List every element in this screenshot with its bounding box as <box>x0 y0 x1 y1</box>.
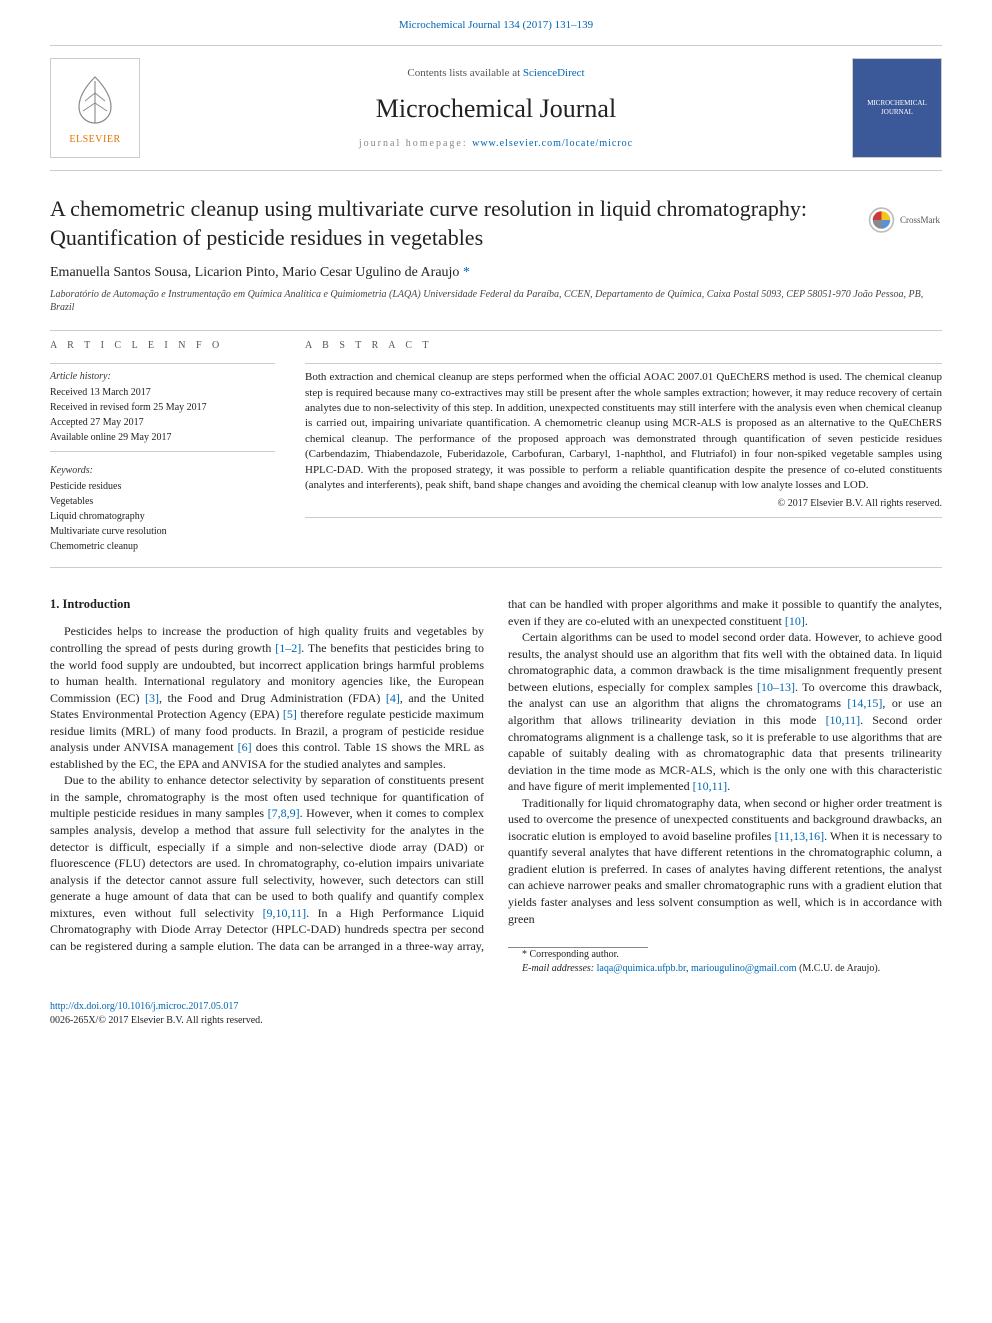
footnote-block: * Corresponding author. E-mail addresses… <box>508 947 942 976</box>
ref-link[interactable]: [9,10,11] <box>263 906 307 920</box>
ref-link[interactable]: [14,15] <box>847 696 882 710</box>
keyword-item: Vegetables <box>50 495 275 509</box>
crossmark-label: CrossMark <box>900 214 940 227</box>
sciencedirect-link[interactable]: ScienceDirect <box>523 67 585 79</box>
authors: Emanuella Santos Sousa, Licarion Pinto, … <box>50 263 942 283</box>
keyword-item: Liquid chromatography <box>50 510 275 524</box>
ref-link[interactable]: [5] <box>283 707 297 721</box>
ref-link[interactable]: [6] <box>238 740 252 754</box>
email-link[interactable]: mariougulino@gmail.com <box>691 963 797 974</box>
article-info-column: A R T I C L E I N F O Article history: R… <box>50 339 275 555</box>
history-label: Article history: <box>50 370 275 384</box>
email-line: E-mail addresses: laqa@quimica.ufpb.br, … <box>508 962 942 976</box>
publisher-name: ELSEVIER <box>69 133 120 147</box>
abstract-body: Both extraction and chemical cleanup are… <box>305 370 942 493</box>
keyword-item: Pesticide residues <box>50 480 275 494</box>
page-footer: http://dx.doi.org/10.1016/j.microc.2017.… <box>50 1000 942 1028</box>
cover-line2: JOURNAL <box>867 108 927 117</box>
info-abstract-row: A R T I C L E I N F O Article history: R… <box>50 339 942 555</box>
available-date: Available online 29 May 2017 <box>50 431 275 445</box>
header-center: Contents lists available at ScienceDirec… <box>158 66 834 152</box>
journal-citation: Microchemical Journal 134 (2017) 131–139 <box>0 0 992 45</box>
journal-header: ELSEVIER Contents lists available at Sci… <box>50 45 942 171</box>
abstract-column: A B S T R A C T Both extraction and chem… <box>305 339 942 555</box>
ref-link[interactable]: [10–13] <box>757 680 795 694</box>
abstract-divider-bottom <box>305 517 942 518</box>
divider-top <box>50 330 942 331</box>
email-link[interactable]: laqa@quimica.ufpb.br <box>597 963 686 974</box>
keywords-label: Keywords: <box>50 464 275 478</box>
publisher-logo: ELSEVIER <box>50 58 140 158</box>
corresponding-author-note: * Corresponding author. <box>508 948 942 962</box>
received-date: Received 13 March 2017 <box>50 386 275 400</box>
ref-link[interactable]: [1–2] <box>275 641 301 655</box>
journal-cover: MICROCHEMICAL JOURNAL <box>852 58 942 158</box>
affiliation: Laboratório de Automação e Instrumentaçã… <box>50 288 942 314</box>
abstract-heading: A B S T R A C T <box>305 339 942 353</box>
paragraph: Certain algorithms can be used to model … <box>508 629 942 794</box>
homepage-link[interactable]: www.elsevier.com/locate/microc <box>472 138 633 149</box>
paragraph: Traditionally for liquid chromatography … <box>508 795 942 927</box>
ref-link[interactable]: [7,8,9] <box>268 806 300 820</box>
keyword-item: Chemometric cleanup <box>50 540 275 554</box>
issn-copyright: 0026-265X/© 2017 Elsevier B.V. All right… <box>50 1014 942 1028</box>
divider-bottom <box>50 567 942 568</box>
crossmark-icon <box>868 203 895 237</box>
ref-link[interactable]: [11,13,16] <box>775 829 825 843</box>
accepted-date: Accepted 27 May 2017 <box>50 416 275 430</box>
abstract-copyright: © 2017 Elsevier B.V. All rights reserved… <box>305 497 942 511</box>
section-heading: 1. Introduction <box>50 596 484 613</box>
article-info-heading: A R T I C L E I N F O <box>50 339 275 353</box>
ref-link[interactable]: [10] <box>785 614 805 628</box>
ref-link[interactable]: [3] <box>145 691 159 705</box>
article-title: A chemometric cleanup using multivariate… <box>50 195 852 252</box>
authors-list: Emanuella Santos Sousa, Licarion Pinto, … <box>50 265 463 280</box>
info-divider-1 <box>50 363 275 364</box>
doi-link[interactable]: http://dx.doi.org/10.1016/j.microc.2017.… <box>50 1001 238 1012</box>
journal-homepage: journal homepage: www.elsevier.com/locat… <box>158 137 834 151</box>
journal-name: Microchemical Journal <box>158 91 834 127</box>
journal-citation-link[interactable]: Microchemical Journal 134 (2017) 131–139 <box>399 19 593 31</box>
homepage-prefix: journal homepage: <box>359 138 472 149</box>
crossmark-badge[interactable]: CrossMark <box>866 199 942 241</box>
corresponding-marker: * <box>463 265 470 280</box>
ref-link[interactable]: [10,11] <box>826 713 861 727</box>
tree-icon <box>65 69 125 129</box>
abstract-divider <box>305 363 942 364</box>
contents-line: Contents lists available at ScienceDirec… <box>158 66 834 81</box>
ref-link[interactable]: [10,11] <box>693 779 728 793</box>
cover-line1: MICROCHEMICAL <box>867 99 927 108</box>
ref-link[interactable]: [4] <box>386 691 400 705</box>
contents-prefix: Contents lists available at <box>407 67 522 79</box>
info-divider-2 <box>50 451 275 452</box>
main-body: 1. Introduction Pesticides helps to incr… <box>50 596 942 976</box>
paragraph: Pesticides helps to increase the product… <box>50 623 484 772</box>
title-block: A chemometric cleanup using multivariate… <box>50 195 942 252</box>
keyword-item: Multivariate curve resolution <box>50 525 275 539</box>
revised-date: Received in revised form 25 May 2017 <box>50 401 275 415</box>
